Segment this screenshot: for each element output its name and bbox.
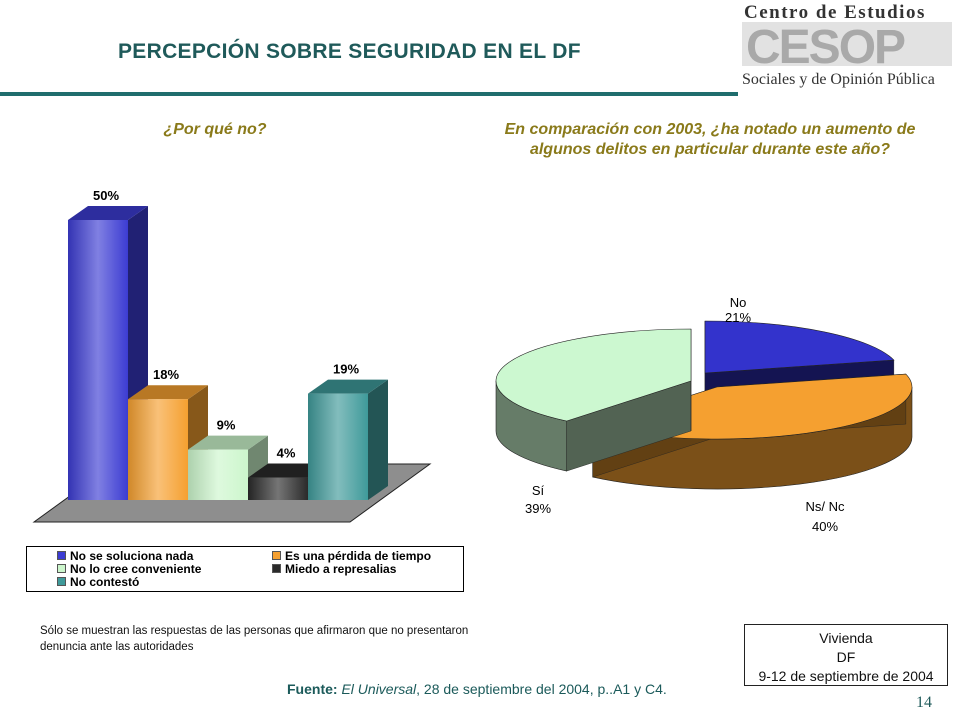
logo-line2: Sociales y de Opinión Pública	[742, 71, 935, 88]
pie-category-label: Ns/ Nc	[806, 499, 846, 514]
legend-swatch	[57, 564, 66, 574]
logo-acronym-block: CESOP	[742, 21, 952, 74]
bar-chart-legend: No se soluciona nada Es una pérdida de t…	[26, 546, 464, 592]
legend-item: No lo cree conveniente	[57, 562, 201, 576]
bar-side	[368, 379, 388, 500]
bar-top	[308, 379, 388, 394]
pie-category-label: Sí	[532, 483, 545, 498]
bar-value-label: 18%	[153, 367, 179, 382]
pie-value-label: 40%	[812, 519, 838, 534]
logo-line1: Centro de Estudios	[744, 2, 926, 23]
page-title: PERCEPCIÓN SOBRE SEGURIDAD EN EL DF	[118, 40, 581, 63]
legend-item: No contestó	[57, 575, 139, 589]
bar-value-label: 4%	[277, 446, 296, 461]
bar-top	[128, 385, 208, 400]
legend-swatch	[57, 551, 66, 561]
legend-item: Es una pérdida de tiempo	[272, 549, 431, 563]
title-divider	[0, 92, 850, 96]
bar-front	[248, 477, 308, 500]
pie-slice	[495, 328, 692, 472]
footnote: Sólo se muestran las respuestas de las p…	[40, 625, 469, 653]
legend-label: No se soluciona nada	[70, 549, 194, 563]
pie-value-label: 39%	[525, 501, 551, 516]
survey-location: DF	[836, 649, 856, 665]
bar-front	[188, 449, 248, 500]
source-rest: , 28 de septiembre del 2004, p..A1 y C4.	[416, 681, 667, 697]
source-publication: El Universal	[341, 681, 417, 697]
source-label: Fuente:	[287, 681, 338, 697]
bar-front	[68, 220, 128, 500]
legend-swatch	[57, 577, 66, 587]
bar-front	[308, 393, 368, 500]
legend-swatch	[272, 564, 281, 574]
bar-front	[128, 399, 188, 500]
survey-dates: 9-12 de septiembre de 2004	[758, 668, 934, 684]
legend-item: Miedo a represalias	[272, 562, 396, 576]
legend-label: Miedo a represalias	[285, 562, 397, 576]
bar-value-label: 50%	[93, 188, 119, 203]
survey-info-box: Vivienda DF 9-12 de septiembre de 2004	[744, 624, 948, 686]
bar-value-label: 19%	[333, 362, 359, 377]
legend-swatch	[272, 551, 281, 561]
cesop-logo: Centro de Estudios CESOP Sociales y de O…	[738, 0, 960, 96]
bar-chart: 50% 18% 9% 4% 19%	[32, 188, 432, 523]
logo-acronym: CESOP	[746, 21, 905, 74]
bar-chart-title: ¿Por qué no?	[163, 121, 267, 138]
legend-label: No contestó	[70, 575, 140, 589]
pie-slice-top	[704, 320, 895, 374]
pie-value-label: 21%	[725, 310, 751, 325]
bar	[308, 379, 388, 500]
legend-item: No se soluciona nada	[57, 549, 193, 563]
bar-value-label: 9%	[217, 418, 236, 433]
bar	[188, 435, 268, 500]
survey-type: Vivienda	[819, 630, 873, 646]
pie-category-label: No	[730, 295, 747, 310]
pie-slice-top	[495, 328, 692, 422]
source-line: Fuente: El Universal, 28 de septiembre d…	[287, 681, 667, 697]
bar-top	[188, 435, 268, 450]
bar-top	[68, 206, 148, 220]
page-number: 14	[916, 694, 932, 711]
legend-label: Es una pérdida de tiempo	[285, 549, 432, 563]
pie-chart-title: En comparación con 2003, ¿ha notado un a…	[504, 121, 916, 158]
legend-label: No lo cree conveniente	[70, 562, 202, 576]
